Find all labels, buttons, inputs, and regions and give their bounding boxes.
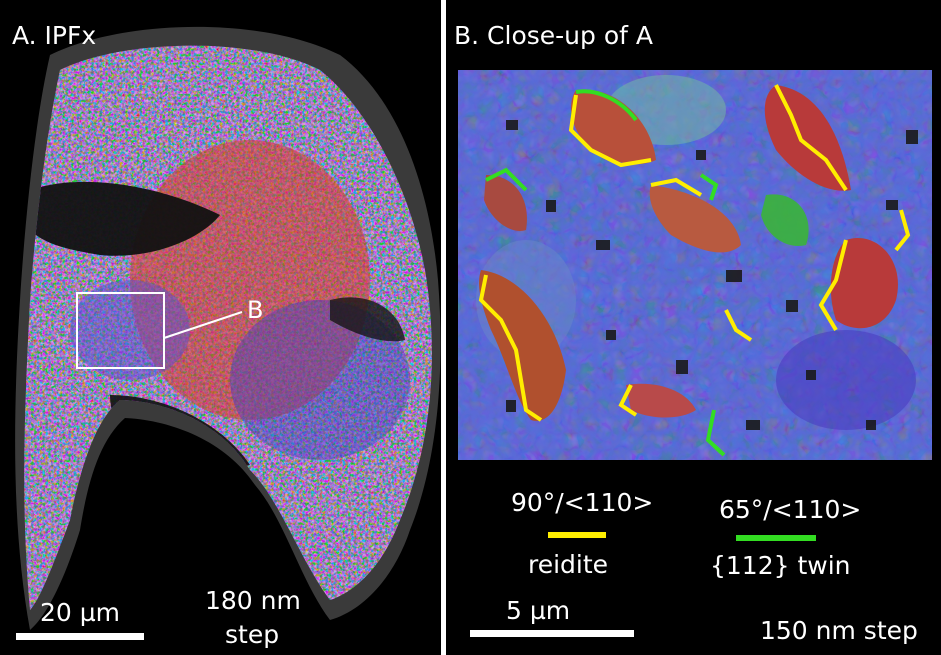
legend-reidite-name: reidite — [528, 550, 609, 579]
ipf-map-image — [15, 26, 441, 631]
inset-label: B — [247, 296, 264, 324]
legend-twin-swatch — [736, 535, 816, 541]
panel-b-step-label: 150 nm step — [760, 616, 918, 645]
panel-a-scale-label: 20 µm — [40, 598, 121, 627]
legend-twin-angle: 65°/<110> — [719, 495, 862, 524]
closeup-image — [458, 70, 932, 460]
panel-b-scale-label: 5 µm — [506, 596, 571, 625]
panel-a-scale-bar — [16, 633, 144, 640]
inset-box — [76, 292, 165, 369]
inset-pointer — [163, 311, 243, 339]
panel-a-step-line1: 180 nm — [205, 586, 301, 615]
panel-b-scale-bar — [470, 630, 634, 637]
panel-a-ipfx-map: A. IPFx B 20 µm 180 nm step — [0, 0, 441, 655]
legend-reidite-angle: 90°/<110> — [511, 488, 654, 517]
legend-reidite-swatch — [548, 532, 606, 538]
panel-b-title: B. Close-up of A — [454, 21, 653, 50]
closeup-map — [458, 70, 932, 460]
panel-a-step-line2: step — [225, 620, 280, 649]
panel-a-title: A. IPFx — [12, 21, 97, 50]
panel-b-closeup: B. Close-up of A 90°/<110> reidite 65°/<… — [446, 0, 941, 655]
legend-twin-name: {112} twin — [710, 551, 851, 580]
